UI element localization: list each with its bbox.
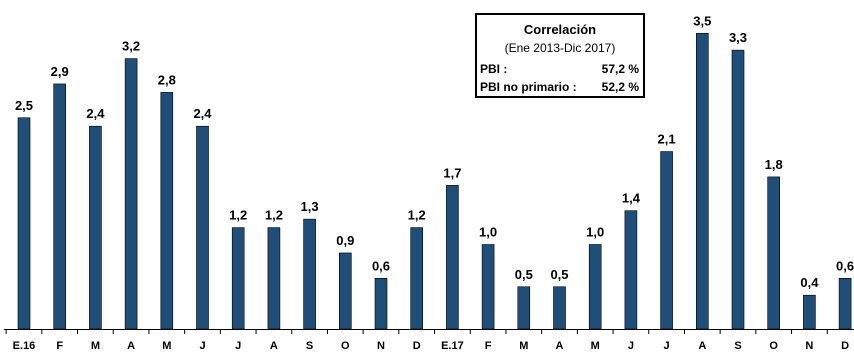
- x-tick-label: M: [519, 340, 528, 352]
- bar-value-label: 3,5: [693, 13, 711, 28]
- x-tick-label: A: [698, 340, 706, 352]
- bar-value-label: 1,4: [622, 191, 641, 206]
- bar-value-label: 2,4: [86, 106, 105, 121]
- x-tick-label: A: [556, 340, 564, 352]
- bar-value-label: 2,8: [158, 72, 176, 87]
- bar: [446, 185, 459, 330]
- x-tick-label: M: [591, 340, 600, 352]
- x-ticks-group: [5, 329, 828, 334]
- x-tick-label: J: [664, 340, 670, 352]
- bar: [695, 32, 709, 330]
- correlation-box: Correlación (Ene 2013-Dic 2017) PBI : 57…: [475, 13, 645, 98]
- x-tick-label: S: [306, 340, 313, 352]
- bar-value-label: 0,5: [550, 267, 568, 282]
- correlation-title: Correlación: [523, 22, 597, 37]
- value-labels-group: 2,5 2,9 2,4 3,2 2,8 2,4 1,2 1,2 1,3 0,9 0,6 1,2 1,7 1…: [15, 13, 854, 290]
- bar-value-label: 1,2: [265, 208, 283, 223]
- bars-group: [17, 32, 852, 330]
- bar-value-label: 1,3: [301, 199, 319, 214]
- bar: [410, 227, 424, 330]
- correlation-label: PBI no primario :: [480, 80, 577, 94]
- x-tick-label: O: [341, 340, 350, 352]
- x-tick-label: F: [56, 340, 63, 352]
- x-tick-label: J: [235, 340, 241, 352]
- x-tick-label: S: [734, 340, 741, 352]
- bar-value-label: 1,2: [408, 208, 426, 223]
- correlation-label: PBI :: [480, 62, 508, 76]
- bar: [303, 218, 316, 330]
- bar: [517, 286, 531, 330]
- x-tick-label: E.16: [13, 340, 36, 352]
- x-tick-label: F: [485, 340, 492, 352]
- bar-value-label: 1,0: [479, 225, 497, 240]
- bar-value-label: 0,4: [800, 275, 819, 290]
- correlation-value: 52,2 %: [601, 80, 639, 94]
- bar-value-label: 3,3: [729, 30, 747, 45]
- x-tick-label: A: [270, 340, 278, 352]
- x-tick-label: N: [805, 340, 813, 352]
- bar: [838, 277, 852, 330]
- bar-value-label: 1,8: [765, 157, 783, 172]
- x-tick-label: N: [377, 340, 385, 352]
- bar: [481, 244, 495, 330]
- correlation-period: (Ene 2013-Dic 2017): [504, 41, 616, 55]
- bar: [731, 49, 745, 330]
- correlation-value: 57,2 %: [601, 62, 639, 76]
- bar-value-label: 2,9: [51, 64, 69, 79]
- bar-value-label: 0,6: [836, 258, 854, 273]
- bar: [374, 277, 388, 330]
- bar: [231, 227, 245, 330]
- bar: [267, 227, 281, 330]
- bar: [338, 252, 352, 330]
- x-tick-label: D: [413, 340, 421, 352]
- bar: [553, 286, 566, 330]
- x-tick-label: J: [628, 340, 634, 352]
- bar: [803, 294, 816, 330]
- bar: [767, 176, 781, 330]
- bar: [660, 151, 673, 330]
- bar-value-label: 2,4: [193, 106, 212, 121]
- bar-value-label: 0,5: [515, 267, 533, 282]
- x-tick-label: D: [841, 340, 849, 352]
- bar: [624, 210, 638, 330]
- bar: [124, 58, 138, 330]
- bar-value-label: 0,6: [372, 258, 390, 273]
- bar-value-label: 1,7: [443, 165, 461, 180]
- x-tick-label: O: [769, 340, 778, 352]
- bar: [160, 92, 174, 330]
- bar: [89, 125, 102, 330]
- bar: [17, 117, 31, 330]
- bar-value-label: 3,2: [122, 39, 140, 54]
- bar: [196, 125, 209, 330]
- x-tick-label: A: [127, 340, 135, 352]
- x-tick-label: M: [91, 340, 100, 352]
- x-tick-label: J: [199, 340, 205, 352]
- bar: [53, 83, 67, 330]
- bar-value-label: 1,2: [229, 208, 247, 223]
- x-tick-labels-group: E.16 F M A M J J A S O N D E.17 F M A M J J A S O N D: [13, 340, 849, 352]
- bar-value-label: 2,5: [15, 98, 33, 113]
- bar: [588, 244, 602, 330]
- bar-value-label: 2,1: [658, 132, 676, 147]
- x-tick-label: M: [162, 340, 171, 352]
- bar-value-label: 0,9: [336, 233, 354, 248]
- bar-value-label: 1,0: [586, 225, 604, 240]
- x-tick-label: E.17: [441, 340, 464, 352]
